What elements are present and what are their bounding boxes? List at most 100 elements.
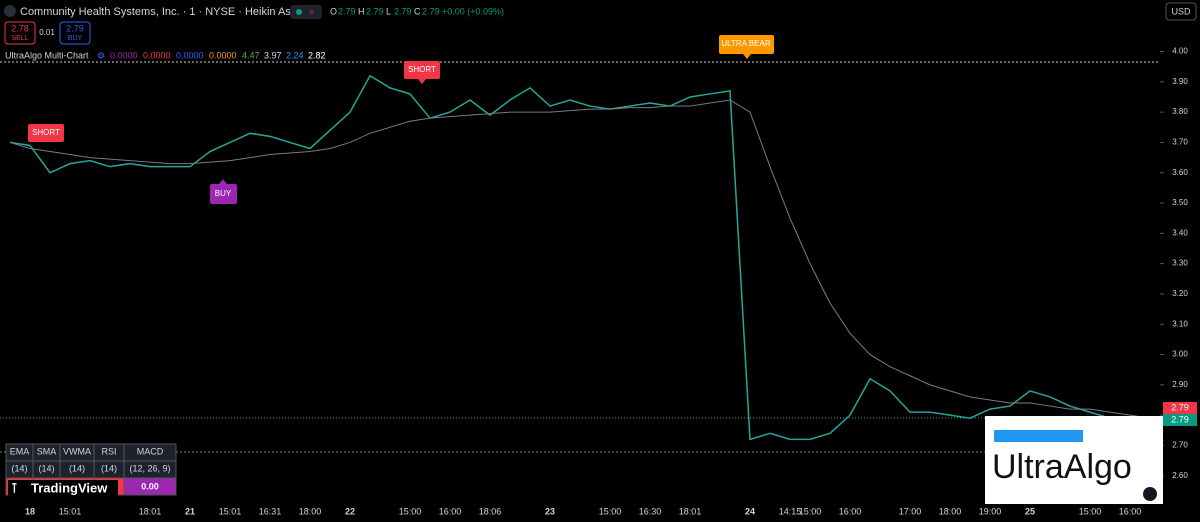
x-tick-label: 14:15 <box>779 506 802 516</box>
x-tick-label: 18 <box>25 506 35 516</box>
signal-arrow <box>418 79 426 84</box>
x-tick-label: 16:00 <box>1119 506 1142 516</box>
y-tick-label: 2.60 <box>1172 471 1188 480</box>
price-line <box>9 74 1151 441</box>
x-tick-label: 15:00 <box>399 506 422 516</box>
moving-average <box>9 99 1151 419</box>
x-tick-label: 23 <box>545 506 555 516</box>
tradingview-logo-bg <box>8 480 118 496</box>
price-tag <box>1163 402 1197 414</box>
plot: 2.602.702.802.903.003.103.203.303.403.50… <box>9 47 1188 516</box>
signal-label: ULTRA BEAR <box>721 39 770 48</box>
x-tick-label: 18:00 <box>299 506 322 516</box>
indicator-value: 0.0000 <box>110 50 138 60</box>
buy-button[interactable] <box>59 21 91 45</box>
ohlc-value: 2.79 <box>338 6 356 16</box>
table-header: MACD <box>137 446 164 456</box>
table-param: (14) <box>69 463 85 473</box>
y-tick-label: 3.30 <box>1172 259 1188 268</box>
indicator-table: EMA (14) SMA (14) VWMA (14) RSI (14) MACD (12, 26… <box>5 443 177 496</box>
price-axis <box>1160 0 1200 522</box>
table-value: 0.00 <box>141 481 159 491</box>
x-tick-label: 15:00 <box>799 506 822 516</box>
y-tick-label: 3.40 <box>1172 228 1188 237</box>
ultraalgo-logo: UltraAlgo <box>992 448 1132 486</box>
x-tick-label: 18:06 <box>479 506 502 516</box>
y-tick-label: 3.50 <box>1172 198 1188 207</box>
status-icon: = <box>309 6 314 16</box>
y-tick-label: 2.70 <box>1172 441 1188 450</box>
signal-label: BUY <box>215 189 232 198</box>
ohlc: O 2.79 H 2.79 L 2.79 C 2.79 +0.00 (+0.09%) <box>330 6 504 16</box>
table-param: (14) <box>101 463 117 473</box>
ohlc-value: 2.79 <box>422 6 440 16</box>
x-tick-label: 21 <box>185 506 195 516</box>
x-tick-label: 15:00 <box>1079 506 1102 516</box>
signal-label: SHORT <box>408 65 436 74</box>
logo-bar <box>994 430 1083 442</box>
ohlc-label: H <box>358 6 365 16</box>
signal-ultra-bear <box>719 35 774 54</box>
x-tick-label: 24 <box>745 506 755 516</box>
signal-label: SHORT <box>32 128 60 137</box>
x-tick-label: 15:01 <box>219 506 242 516</box>
table-header: VWMA <box>63 446 91 456</box>
y-tick-label: 3.90 <box>1172 77 1188 86</box>
currency-button[interactable] <box>1165 2 1197 21</box>
indicator-value: 3.97 <box>264 50 282 60</box>
x-tick-label: 16:00 <box>439 506 462 516</box>
signal-arrow <box>219 179 227 184</box>
currency: USD <box>1171 6 1191 16</box>
tradingview-mark: ⊺ <box>11 480 18 495</box>
ohlc-value: 2.79 <box>366 6 384 16</box>
price-tag-text: 2.79 <box>1171 414 1189 424</box>
table-param: (14) <box>11 463 27 473</box>
ohlc-label: C <box>414 6 421 16</box>
y-tick-label: 3.10 <box>1172 319 1188 328</box>
change: +0.00 (+0.09%) <box>442 6 504 16</box>
y-tick-label: 3.80 <box>1172 107 1188 116</box>
x-tick-label: 15:01 <box>59 506 82 516</box>
table-param: (14) <box>38 463 54 473</box>
y-tick-label: 2.90 <box>1172 380 1188 389</box>
status-badge[interactable] <box>290 5 322 19</box>
x-tick-label: 18:01 <box>679 506 702 516</box>
signal-short <box>404 61 440 79</box>
x-tick-label: 16:31 <box>259 506 282 516</box>
x-tick-label: 19:00 <box>979 506 1002 516</box>
buy-label: BUY <box>68 35 83 42</box>
x-tick-label: 18:01 <box>139 506 162 516</box>
x-tick-label: 22 <box>345 506 355 516</box>
indicator-values: 0.0000 0.0000 0.0000 0.0000 4.47 3.97 2.24 2.82… <box>97 50 326 60</box>
sell-label: SELL <box>11 35 28 42</box>
price-tag <box>1163 414 1197 426</box>
symbol-icon <box>4 5 16 17</box>
table-header: EMA <box>10 446 30 456</box>
y-tick-label: 3.70 <box>1172 138 1188 147</box>
x-tick-label: 16:00 <box>839 506 862 516</box>
y-tick-label: 3.20 <box>1172 289 1188 298</box>
ohlc-label: L <box>386 6 391 16</box>
sell-button[interactable] <box>4 21 36 45</box>
indicator-name: UltraAlgo Multi-Chart <box>5 50 89 60</box>
ohlc-label: O <box>330 6 337 16</box>
table-header: RSI <box>101 446 116 456</box>
tradingview-logo: TradingView <box>31 480 108 495</box>
x-tick-label: 17:00 <box>899 506 922 516</box>
x-tick-label: 25 <box>1025 506 1035 516</box>
y-tick-label: 4.00 <box>1172 47 1188 56</box>
indicator-value: 0.0000 <box>176 50 204 60</box>
y-tick-label: 3.60 <box>1172 168 1188 177</box>
x-tick-label: 16:30 <box>639 506 662 516</box>
status-dot <box>296 9 302 15</box>
indicator-value: 0.0000 <box>209 50 237 60</box>
y-tick-label: 3.00 <box>1172 350 1188 359</box>
table-cell <box>123 477 177 496</box>
chart-title: Community Health Systems, Inc. · 1 · NYS… <box>20 6 299 18</box>
ohlc-value: 2.79 <box>394 6 412 16</box>
x-tick-label: 15:00 <box>599 506 622 516</box>
indicator-value: 4.47 <box>242 50 260 60</box>
spread: 0.01 <box>39 28 55 37</box>
indicator-value: 0.0000 <box>143 50 171 60</box>
